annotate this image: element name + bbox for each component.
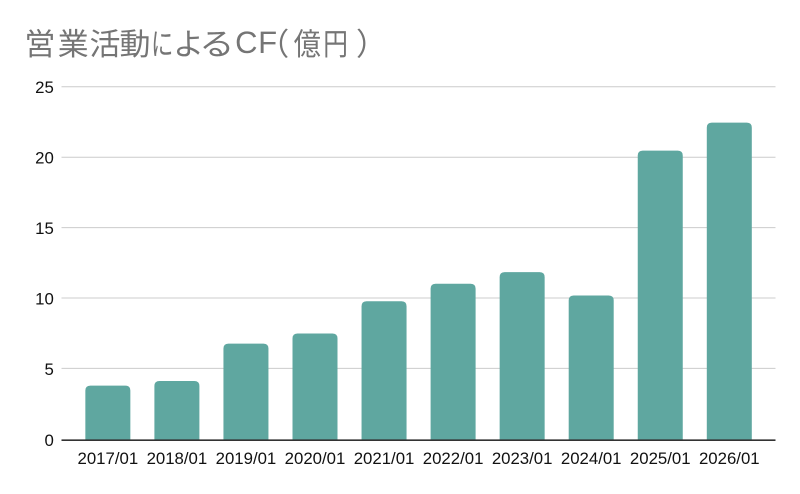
svg-text:2024/01: 2024/01 — [561, 449, 622, 468]
svg-text:2020/01: 2020/01 — [285, 449, 346, 468]
svg-text:2018/01: 2018/01 — [147, 449, 208, 468]
svg-text:2019/01: 2019/01 — [216, 449, 277, 468]
svg-text:15: 15 — [35, 219, 54, 238]
svg-text:2022/01: 2022/01 — [423, 449, 484, 468]
svg-text:2026/01: 2026/01 — [699, 449, 760, 468]
svg-text:2021/01: 2021/01 — [354, 449, 415, 468]
svg-text:25: 25 — [35, 78, 54, 97]
svg-text:2017/01: 2017/01 — [78, 449, 139, 468]
svg-text:20: 20 — [35, 149, 54, 168]
svg-text:2025/01: 2025/01 — [630, 449, 691, 468]
svg-text:5: 5 — [44, 360, 53, 379]
svg-text:0: 0 — [44, 431, 53, 450]
svg-text:2023/01: 2023/01 — [492, 449, 553, 468]
svg-text:10: 10 — [35, 289, 54, 308]
